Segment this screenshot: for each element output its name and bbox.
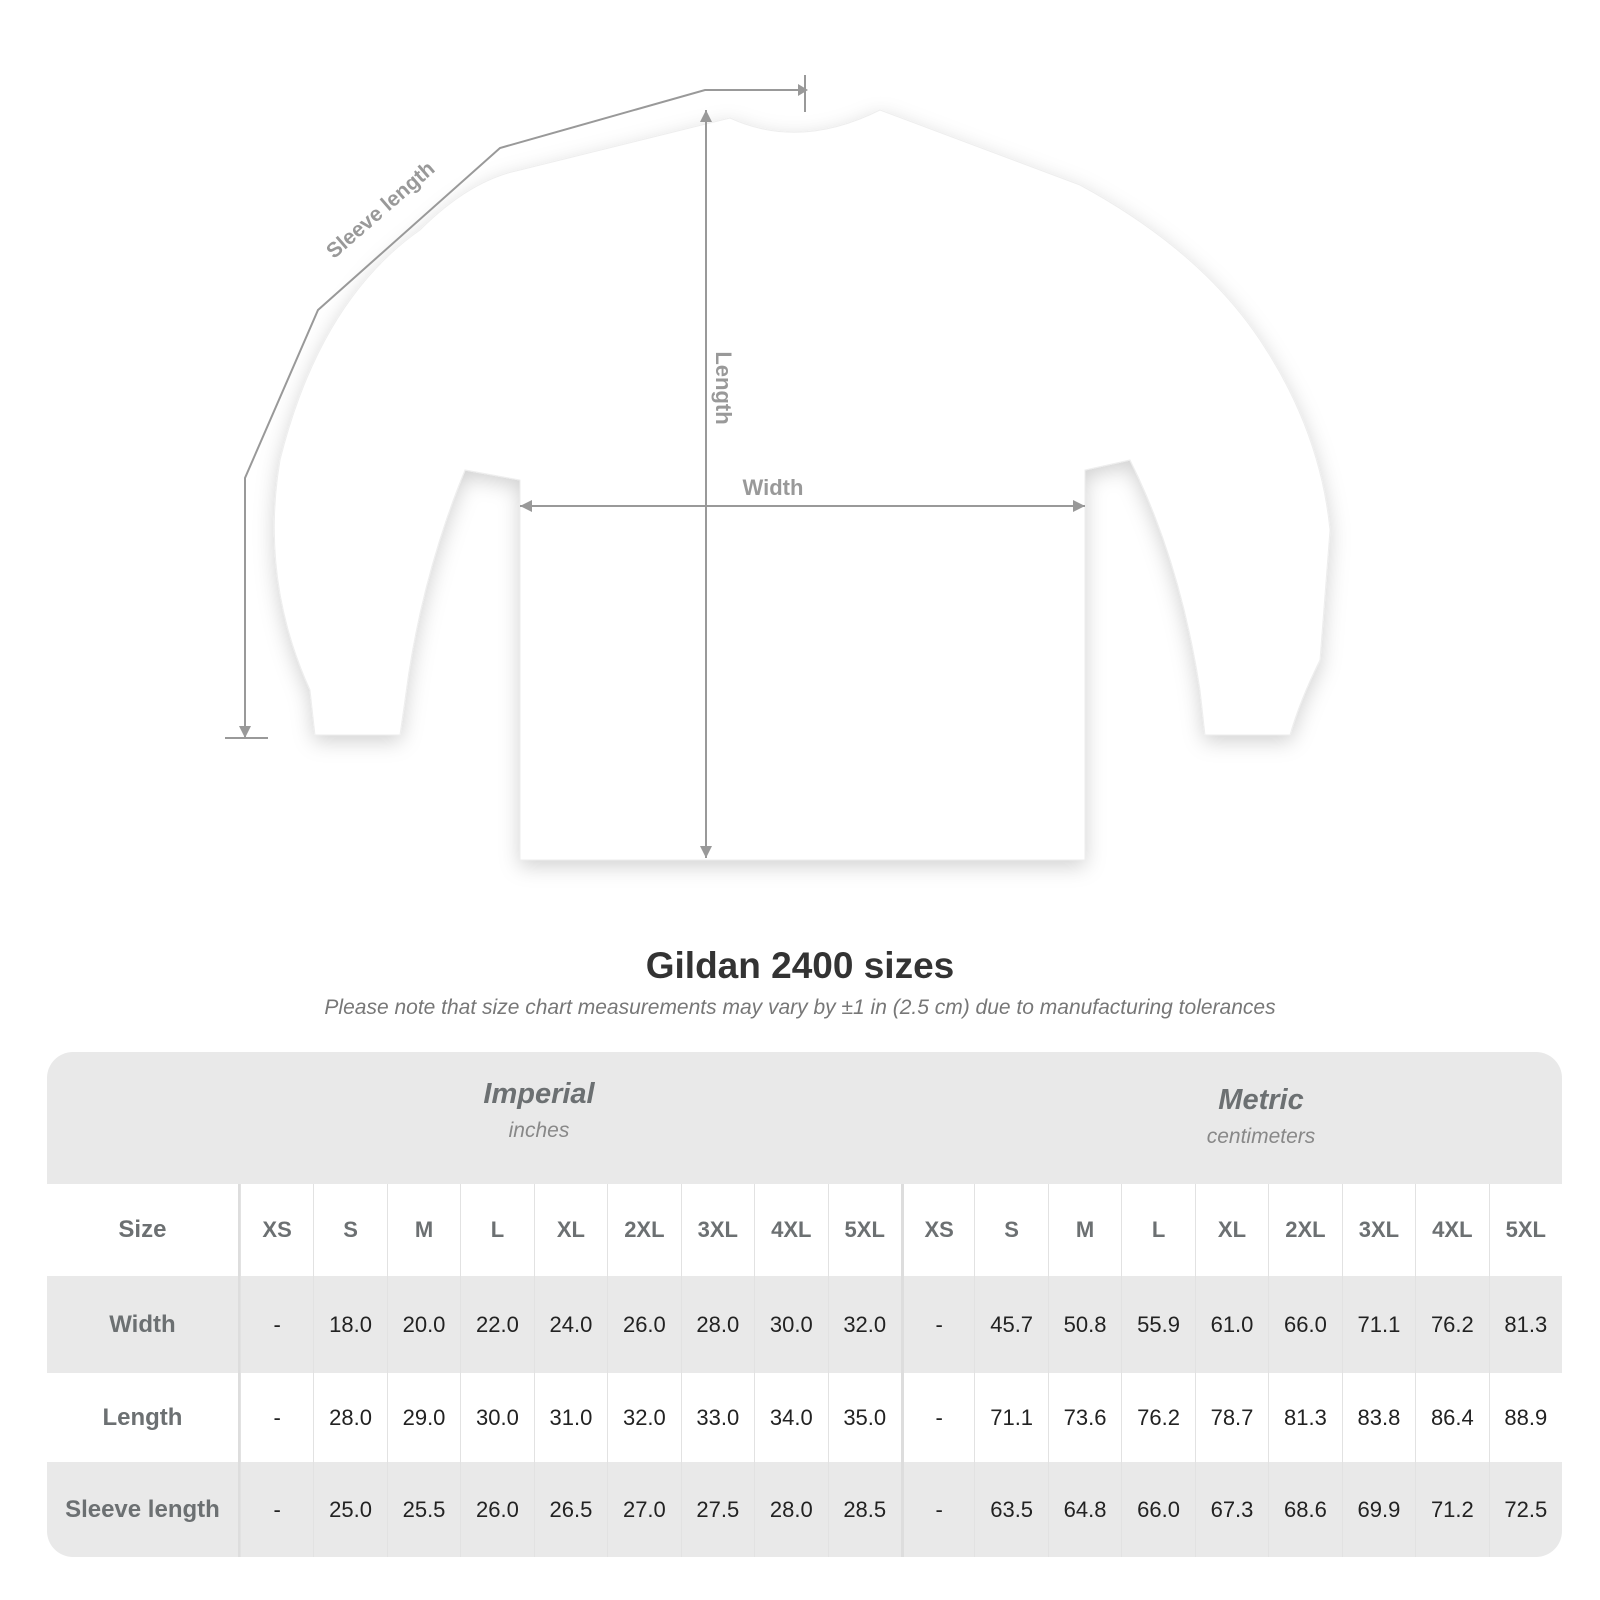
value-cell-imperial: 20.0 [386, 1276, 460, 1373]
value-cell-imperial: 28.0 [680, 1276, 754, 1373]
size-header-imperial: M [386, 1184, 460, 1276]
table-row-sleeve-length: Sleeve length -25.0 25.5 26.0 26.5 27.0 27.5 28… [47, 1462, 1562, 1557]
size-header-imperial: XS [239, 1184, 313, 1276]
value-cell-imperial: 34.0 [754, 1373, 827, 1462]
size-header-imperial: S [313, 1184, 386, 1276]
value-cell-metric: 63.5 [974, 1462, 1047, 1557]
value-cell-imperial: 28.0 [754, 1462, 827, 1557]
value-cell-metric: 76.2 [1415, 1276, 1488, 1373]
imperial-unit: inches [508, 1119, 570, 1142]
size-header-imperial: 5XL [827, 1184, 901, 1276]
size-header-imperial: L [460, 1184, 533, 1276]
unit-header-band: Imperial inches Metric centimeters [47, 1052, 1562, 1184]
row-label: Sleeve length [47, 1462, 240, 1557]
page-title: Gildan 2400 sizes [645, 945, 955, 986]
value-cell-imperial: 27.0 [607, 1462, 680, 1557]
value-cell-metric: 55.9 [1121, 1276, 1194, 1373]
table-row-width: Width -18.0 20.0 22.0 24.0 26.0 28.0 30.0 32.0-4… [47, 1276, 1562, 1373]
value-cell-metric: 71.2 [1415, 1462, 1488, 1557]
length-label: Length [711, 351, 736, 424]
metric-title: Metric [1218, 1084, 1304, 1116]
value-cell-imperial: 26.0 [460, 1462, 533, 1557]
value-cell-metric: 71.1 [974, 1373, 1047, 1462]
value-cell-metric: - [900, 1276, 974, 1373]
value-cell-metric: 68.6 [1268, 1462, 1341, 1557]
size-header-imperial: 3XL [680, 1184, 754, 1276]
size-table: Imperial inches Metric centimeters Size X… [47, 1052, 1562, 1557]
value-cell-metric: 88.9 [1488, 1373, 1562, 1462]
imperial-header: Imperial inches [339, 1078, 739, 1143]
row-label: Width [47, 1276, 240, 1373]
value-cell-imperial: 25.5 [386, 1462, 460, 1557]
value-cell-imperial: 30.0 [460, 1373, 533, 1462]
value-cell-metric: 67.3 [1194, 1462, 1268, 1557]
row-label: Length [47, 1373, 240, 1462]
size-header-metric: XS [900, 1184, 974, 1276]
value-cell-metric: 66.0 [1121, 1462, 1194, 1557]
size-header-metric: XL [1194, 1184, 1268, 1276]
value-cell-imperial: - [239, 1373, 313, 1462]
value-cell-imperial: 24.0 [533, 1276, 607, 1373]
value-cell-imperial: 28.0 [313, 1373, 386, 1462]
size-header-metric: 3XL [1341, 1184, 1415, 1276]
value-cell-metric: - [900, 1462, 974, 1557]
value-cell-imperial: - [239, 1462, 313, 1557]
size-header-metric: M [1047, 1184, 1121, 1276]
value-cell-metric: 66.0 [1268, 1276, 1341, 1373]
value-cell-metric: 61.0 [1194, 1276, 1268, 1373]
size-header-imperial: 2XL [607, 1184, 680, 1276]
size-header-imperial: XL [533, 1184, 607, 1276]
value-cell-imperial: 32.0 [827, 1276, 901, 1373]
sleeve-length-line [244, 89, 805, 738]
value-cell-metric: 81.3 [1488, 1276, 1562, 1373]
value-cell-metric: 78.7 [1194, 1373, 1268, 1462]
imperial-title: Imperial [483, 1078, 595, 1110]
size-header-metric: L [1121, 1184, 1194, 1276]
value-cell-imperial: 26.0 [607, 1276, 680, 1373]
value-cell-imperial: 27.5 [680, 1462, 754, 1557]
value-cell-imperial: 33.0 [680, 1373, 754, 1462]
value-cell-imperial: 26.5 [533, 1462, 607, 1557]
value-cell-metric: 71.1 [1341, 1276, 1415, 1373]
sweatshirt-diagram: Sleeve length Length Width [225, 75, 1331, 861]
size-header-imperial: 4XL [754, 1184, 827, 1276]
metric-unit: centimeters [1206, 1125, 1316, 1148]
value-cell-metric: - [900, 1373, 974, 1462]
value-cell-metric: 64.8 [1047, 1462, 1121, 1557]
value-cell-imperial: 31.0 [533, 1373, 607, 1462]
size-header-row: Size XS S M L XL 2XL 3XL 4XL 5XL XS S M L XL 2XL 3XL 4XL 5… [47, 1184, 1562, 1276]
value-cell-metric: 72.5 [1488, 1462, 1562, 1557]
size-header-metric: S [974, 1184, 1047, 1276]
value-cell-imperial: 25.0 [313, 1462, 386, 1557]
size-header-metric: 5XL [1488, 1184, 1562, 1276]
table-row-length: Length -28.0 29.0 30.0 31.0 32.0 33.0 34.0 35.0-… [47, 1373, 1562, 1462]
value-cell-metric: 81.3 [1268, 1373, 1341, 1462]
value-cell-metric: 45.7 [974, 1276, 1047, 1373]
value-cell-metric: 86.4 [1415, 1373, 1488, 1462]
value-cell-metric: 69.9 [1341, 1462, 1415, 1557]
value-cell-metric: 83.8 [1341, 1373, 1415, 1462]
tolerance-note: Please note that size chart measurements… [324, 996, 1276, 1019]
sweatshirt-shape [273, 109, 1331, 861]
value-cell-imperial: - [239, 1276, 313, 1373]
value-cell-imperial: 32.0 [607, 1373, 680, 1462]
size-header-metric: 4XL [1415, 1184, 1488, 1276]
value-cell-imperial: 29.0 [386, 1373, 460, 1462]
width-label: Width [743, 475, 804, 500]
value-cell-imperial: 22.0 [460, 1276, 533, 1373]
value-cell-metric: 73.6 [1047, 1373, 1121, 1462]
value-cell-imperial: 28.5 [827, 1462, 901, 1557]
value-cell-metric: 50.8 [1047, 1276, 1121, 1373]
size-header-metric: 2XL [1268, 1184, 1341, 1276]
value-cell-metric: 76.2 [1121, 1373, 1194, 1462]
value-cell-imperial: 18.0 [313, 1276, 386, 1373]
value-cell-imperial: 35.0 [827, 1373, 901, 1462]
metric-header: Metric centimeters [1061, 1084, 1461, 1149]
value-cell-imperial: 30.0 [754, 1276, 827, 1373]
row-label: Size [47, 1184, 240, 1276]
